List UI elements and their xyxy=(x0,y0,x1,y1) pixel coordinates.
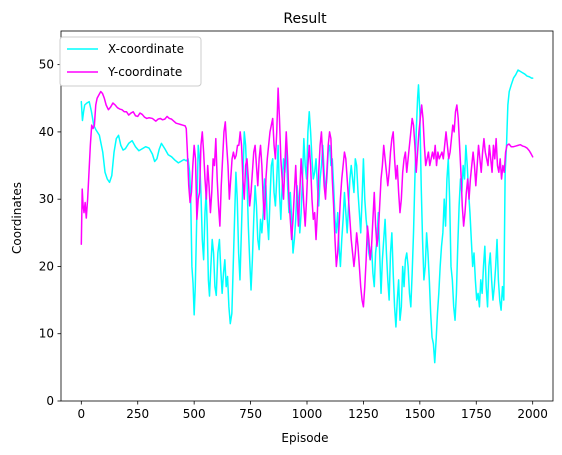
chart-title: Result xyxy=(283,11,327,27)
legend-label-x-coordinate: X-coordinate xyxy=(108,42,184,56)
x-axis-title: Episode xyxy=(281,431,328,445)
y-tick-label: 30 xyxy=(39,192,54,206)
axes-layer: 0 250 500 750 1000 1250 1500 1750 2000 0 10 20 30 40 5… xyxy=(39,30,554,421)
x-tick-label: 750 xyxy=(239,407,262,421)
x-tick-label: 0 xyxy=(77,407,85,421)
series-line-y-coordinate xyxy=(80,87,534,308)
series-layer xyxy=(80,69,534,364)
y-tick-label: 10 xyxy=(39,327,54,341)
legend: X-coordinate Y-coordinate xyxy=(59,36,202,87)
x-tick-label: 1750 xyxy=(461,407,492,421)
y-tick-label: 40 xyxy=(39,125,54,139)
x-tick-label: 250 xyxy=(126,407,149,421)
y-axis-title: Coordinates xyxy=(10,182,24,254)
y-tick-label: 50 xyxy=(39,58,54,72)
x-tick-label: 1500 xyxy=(405,407,436,421)
y-tick-label: 20 xyxy=(39,259,54,273)
x-tick-label: 1000 xyxy=(292,407,323,421)
x-tick-label: 2000 xyxy=(517,407,548,421)
y-tick-label: 0 xyxy=(46,394,54,408)
x-tick-label: 1250 xyxy=(348,407,379,421)
x-tick-label: 500 xyxy=(183,407,206,421)
legend-label-y-coordinate: Y-coordinate xyxy=(107,65,182,79)
